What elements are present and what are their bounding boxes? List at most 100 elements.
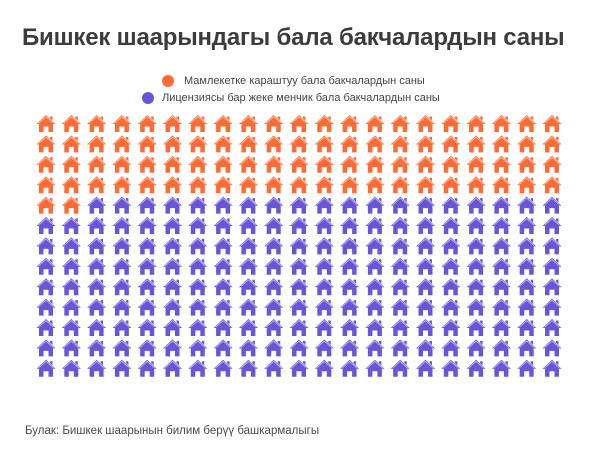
house-icon-private [365, 278, 385, 296]
house-icon-private [517, 278, 537, 296]
house-icon-state [289, 115, 309, 132]
house-icon-state [314, 135, 334, 153]
house-icon-state [441, 135, 461, 153]
house-icon-state [137, 135, 157, 153]
legend: Мамлекетке караштуу бала бакчалардын сан… [0, 72, 600, 106]
house-icon-state [188, 176, 208, 194]
house-icon-private [112, 319, 132, 336]
legend-label-state: Мамлекетке караштуу бала бакчалардын сан… [184, 74, 425, 87]
house-icon-state [491, 115, 511, 132]
house-icon-private [491, 278, 511, 296]
house-icon-state [289, 176, 309, 194]
house-icon-private [137, 319, 157, 336]
house-icon-private [542, 257, 562, 275]
house-icon-private [466, 217, 486, 234]
house-icon-private [340, 237, 360, 255]
house-icon-private [213, 359, 233, 377]
house-icon-private [441, 217, 461, 234]
house-icon-state [340, 115, 360, 132]
house-icon-private [238, 278, 258, 296]
house-icon-private [517, 217, 537, 234]
house-icon-private [87, 339, 107, 357]
house-icon-state [112, 135, 132, 153]
house-icon-state [416, 115, 435, 132]
house-icon-private [491, 257, 511, 275]
house-icon-private [264, 217, 284, 234]
house-icon-private [491, 196, 511, 214]
house-icon-private [264, 359, 284, 377]
house-icon-private [163, 298, 182, 316]
house-icon-private [188, 278, 208, 296]
house-icon-state [441, 176, 461, 194]
house-icon-private [87, 257, 107, 275]
house-icon-private [542, 298, 562, 316]
house-icon-state [163, 176, 182, 194]
house-icon-private [466, 257, 486, 275]
house-icon-private [542, 319, 562, 336]
house-icon-state [517, 176, 537, 194]
house-icon-private [87, 359, 107, 377]
house-icon-state [137, 115, 157, 132]
house-icon-state [365, 155, 385, 173]
house-icon-private [36, 237, 56, 255]
house-icon-state [340, 135, 360, 153]
house-icon-private [390, 298, 410, 316]
legend-item-private: Лицензиясы бар жеке менчик бала бакчалар… [142, 89, 600, 106]
house-icon-state [491, 155, 511, 173]
house-icon-private [188, 257, 208, 275]
house-icon-state [340, 155, 360, 173]
house-icon-private [340, 339, 360, 357]
house-icon-state [416, 135, 435, 153]
house-icon-private [36, 339, 56, 357]
house-icon-private [112, 298, 132, 316]
house-icon-private [213, 298, 233, 316]
house-icon-private [314, 237, 334, 255]
house-icon-state [365, 176, 385, 194]
house-icon-private [289, 257, 309, 275]
house-icon-state [314, 155, 334, 173]
house-icon-state [213, 135, 233, 153]
house-icon-state [238, 115, 258, 132]
house-icon-private [491, 298, 511, 316]
house-icon-private [61, 278, 81, 296]
house-icon-state [36, 155, 56, 173]
house-icon-state [137, 155, 157, 173]
house-icon-state [340, 176, 360, 194]
house-icon-state [61, 155, 81, 173]
house-icon-private [238, 257, 258, 275]
house-icon-private [517, 196, 537, 214]
house-icon-private [87, 319, 107, 336]
house-icon-private [188, 339, 208, 357]
house-icon-private [238, 339, 258, 357]
house-icon-state [390, 115, 410, 132]
house-icon-state [517, 135, 537, 153]
house-icon-private [416, 237, 435, 255]
house-icon-private [491, 237, 511, 255]
house-icon-private [188, 196, 208, 214]
house-icon-private [365, 237, 385, 255]
house-icon-private [112, 217, 132, 234]
house-icon-private [390, 319, 410, 336]
house-icon-private [289, 237, 309, 255]
house-icon-private [36, 217, 56, 234]
house-icon-private [314, 257, 334, 275]
house-icon-private [491, 319, 511, 336]
house-icon-private [238, 298, 258, 316]
house-icon-private [188, 298, 208, 316]
house-icon-private [314, 339, 334, 357]
house-icon-state [416, 176, 435, 194]
house-icon-private [61, 217, 81, 234]
house-icon-private [340, 217, 360, 234]
house-icon-private [542, 359, 562, 377]
house-icon-state [542, 155, 562, 173]
house-icon-private [390, 339, 410, 357]
house-icon-private [466, 278, 486, 296]
house-icon-state [188, 155, 208, 173]
house-icon-private [416, 298, 435, 316]
house-icon-private [542, 217, 562, 234]
house-icon-state [264, 115, 284, 132]
house-icon-state [390, 155, 410, 173]
house-icon-private [517, 339, 537, 357]
house-icon-state [163, 155, 182, 173]
